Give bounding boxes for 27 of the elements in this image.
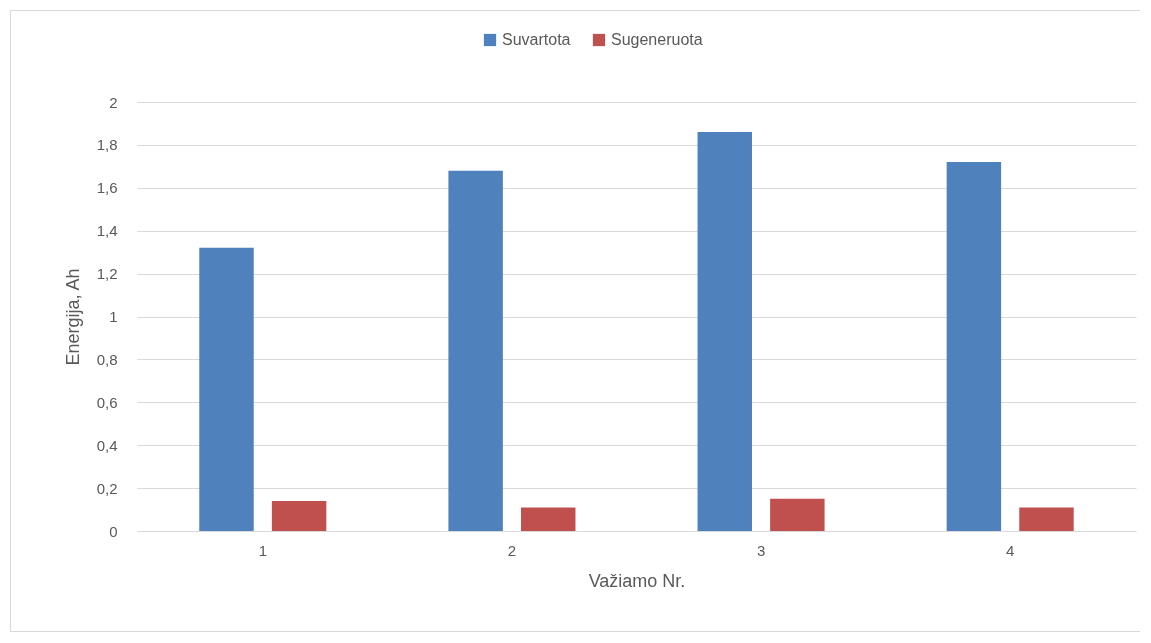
y-tick-label: 0,8 (96, 350, 118, 368)
x-tick-label: 4 (1006, 541, 1015, 559)
bar (697, 132, 752, 531)
bar (271, 500, 327, 531)
y-tick-label: 0 (109, 522, 118, 540)
bar (448, 170, 503, 531)
y-tick-label: 2 (109, 93, 118, 111)
x-tick-label: 3 (756, 541, 766, 559)
bar (199, 247, 254, 531)
y-tick-label: 1,8 (96, 136, 118, 154)
y-tick-label: 0,2 (96, 479, 118, 497)
x-tick-label: 2 (507, 541, 517, 559)
y-axis-title: Energija, Ah (62, 268, 83, 366)
y-tick-label: 0,4 (96, 436, 118, 454)
bar (1019, 507, 1074, 531)
legend-label: Sugeneruota (611, 31, 703, 48)
bar (770, 498, 825, 531)
bar (521, 507, 576, 531)
y-tick-label: 1,6 (96, 179, 118, 197)
y-tick-label: 1 (109, 308, 118, 325)
legend-label: Suvartota (502, 31, 571, 48)
y-tick-label: 0,6 (96, 393, 118, 411)
y-tick-label: 1,4 (96, 222, 118, 240)
x-tick-label: 1 (258, 541, 267, 559)
bar (946, 162, 1002, 531)
y-tick-label: 1,2 (96, 265, 118, 283)
x-axis-title: Važiamo Nr. (588, 570, 686, 591)
